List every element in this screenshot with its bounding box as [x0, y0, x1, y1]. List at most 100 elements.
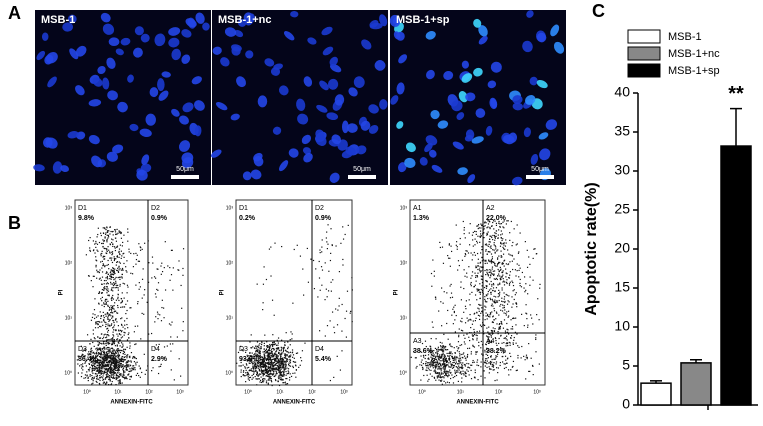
event-dot — [110, 283, 111, 284]
event-dot — [477, 351, 478, 352]
event-dot — [454, 376, 455, 377]
event-dot — [425, 341, 426, 342]
event-dot — [113, 279, 114, 280]
event-dot — [445, 349, 446, 350]
event-dot — [330, 253, 331, 254]
event-dot — [507, 343, 508, 344]
event-dot — [529, 371, 530, 372]
event-dot — [505, 345, 506, 346]
event-dot — [493, 228, 494, 229]
event-dot — [501, 276, 502, 277]
event-dot — [274, 344, 275, 345]
event-dot — [246, 370, 247, 371]
event-dot — [517, 370, 518, 371]
event-dot — [117, 297, 118, 298]
event-dot — [110, 368, 111, 369]
event-dot — [122, 382, 123, 383]
event-dot — [492, 239, 493, 240]
event-dot — [293, 367, 294, 368]
event-dot — [266, 360, 267, 361]
event-dot — [115, 362, 116, 363]
event-dot — [509, 277, 510, 278]
event-dot — [489, 334, 490, 335]
event-dot — [461, 381, 462, 382]
event-dot — [491, 362, 492, 363]
event-dot — [99, 363, 100, 364]
event-dot — [104, 372, 105, 373]
event-dot — [500, 267, 501, 268]
event-dot — [499, 223, 500, 224]
event-dot — [460, 360, 461, 361]
event-dot — [113, 355, 114, 356]
event-dot — [498, 290, 499, 291]
y-axis-label: PI — [220, 289, 226, 295]
event-dot — [490, 312, 491, 313]
event-dot — [243, 365, 244, 366]
event-dot — [113, 377, 114, 378]
event-dot — [487, 226, 488, 227]
event-dot — [123, 361, 124, 362]
event-dot — [449, 244, 450, 245]
event-dot — [122, 268, 123, 269]
event-dot — [430, 363, 431, 364]
event-dot — [182, 330, 183, 331]
event-dot — [507, 300, 508, 301]
event-dot — [135, 285, 136, 286]
event-dot — [268, 367, 269, 368]
event-dot — [441, 374, 442, 375]
event-dot — [272, 345, 273, 346]
event-dot — [491, 286, 492, 287]
event-dot — [425, 355, 426, 356]
event-dot — [457, 249, 458, 250]
event-dot — [261, 342, 262, 343]
event-dot — [107, 288, 108, 289]
event-dot — [103, 227, 104, 228]
event-dot — [165, 289, 166, 290]
event-dot — [121, 317, 122, 318]
event-dot — [120, 307, 121, 308]
event-dot — [466, 334, 467, 335]
event-dot — [103, 315, 104, 316]
event-dot — [310, 259, 311, 260]
event-dot — [435, 348, 436, 349]
event-dot — [244, 366, 245, 367]
event-dot — [485, 260, 486, 261]
event-dot — [111, 252, 112, 253]
event-dot — [516, 292, 517, 293]
event-dot — [517, 263, 518, 264]
event-dot — [274, 362, 275, 363]
event-dot — [455, 357, 456, 358]
event-dot — [268, 383, 269, 384]
event-dot — [301, 360, 302, 361]
event-dot — [504, 307, 505, 308]
event-dot — [343, 238, 344, 239]
event-dot — [261, 372, 262, 373]
event-dot — [107, 305, 108, 306]
event-dot — [481, 326, 482, 327]
event-dot — [504, 319, 505, 320]
event-dot — [321, 247, 322, 248]
event-dot — [179, 358, 180, 359]
event-dot — [330, 228, 331, 229]
event-dot — [284, 374, 285, 375]
y-tick-label: 10 — [614, 318, 630, 334]
event-dot — [104, 236, 105, 237]
event-dot — [97, 367, 98, 368]
event-dot — [102, 292, 103, 293]
event-dot — [319, 261, 320, 262]
event-dot — [122, 336, 123, 337]
event-dot — [139, 261, 140, 262]
event-dot — [178, 260, 179, 261]
event-dot — [457, 269, 458, 270]
event-dot — [257, 372, 258, 373]
event-dot — [114, 357, 115, 358]
y-tick-label: 35 — [614, 123, 630, 139]
event-dot — [326, 237, 327, 238]
event-dot — [528, 256, 529, 257]
event-dot — [442, 376, 443, 377]
event-dot — [462, 362, 463, 363]
event-dot — [488, 259, 489, 260]
event-dot — [488, 334, 489, 335]
event-dot — [125, 313, 126, 314]
event-dot — [496, 367, 497, 368]
